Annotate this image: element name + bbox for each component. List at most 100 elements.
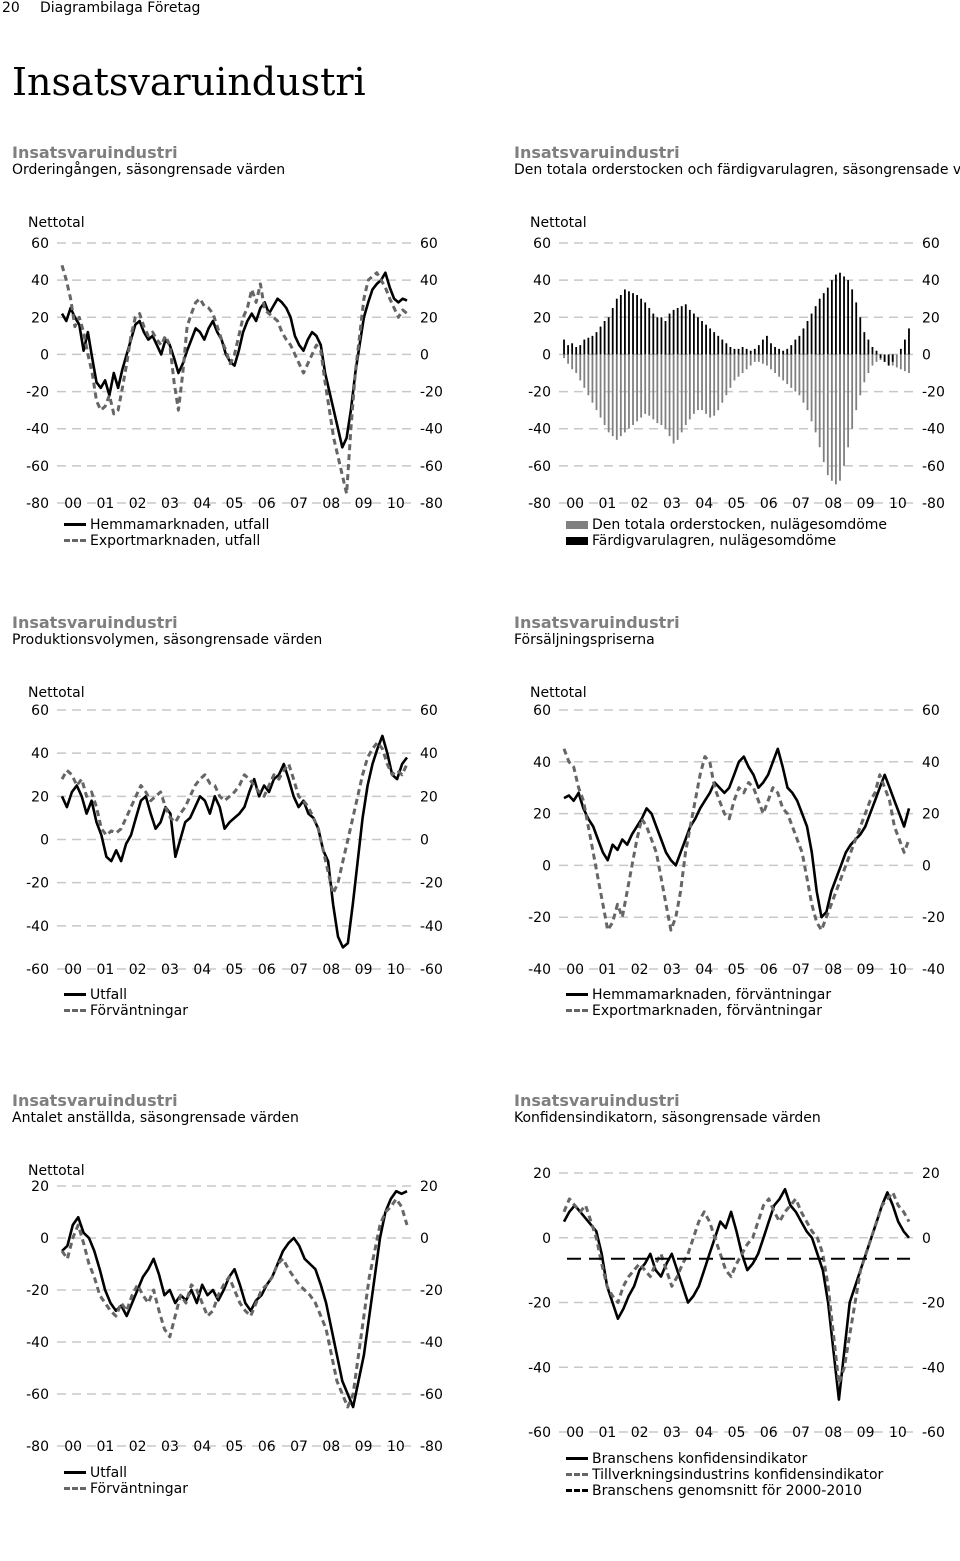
y-tick-label: -60 [420, 1387, 443, 1403]
chart-subtitle: Den totala orderstocken och färdigvarula… [514, 162, 960, 178]
chart-title: Insatsvaruindustri [514, 613, 680, 632]
chart-title: Insatsvaruindustri [12, 1091, 178, 1110]
y-tick-label: 20 [533, 807, 551, 823]
legend-item: Branschens konfidensindikator [566, 1451, 883, 1467]
series-line [60, 740, 409, 895]
x-tick-label: 08 [824, 496, 842, 512]
x-tick-label: 00 [566, 1425, 584, 1441]
x-tick-label: 05 [728, 1425, 746, 1441]
x-tick-label: 07 [792, 1425, 810, 1441]
x-tick-label: 00 [64, 496, 82, 512]
y-tick-label: 0 [922, 347, 931, 363]
chart-title: Insatsvaruindustri [12, 613, 178, 632]
x-tick-label: 09 [355, 1439, 373, 1455]
series-line [562, 1190, 911, 1385]
legend-swatch [566, 1472, 588, 1476]
y-tick-label: 0 [420, 1231, 429, 1247]
x-tick-label: 06 [760, 496, 778, 512]
y-tick-label: -60 [26, 962, 49, 978]
y-tick-label: 20 [922, 310, 940, 326]
y-tick-label: -40 [420, 919, 443, 935]
y-tick-label: -20 [420, 1283, 443, 1299]
y-axis-label: Nettotal [28, 215, 85, 231]
y-tick-label: -20 [26, 385, 49, 401]
chart-panel-orderingangen: Insatsvaruindustri Orderingången, säsong… [12, 143, 472, 613]
legend-item: Hemmamarknaden, utfall [64, 517, 269, 533]
series-line [60, 271, 408, 449]
legend-label: Branschens konfidensindikator [592, 1451, 808, 1467]
y-tick-label: 20 [533, 1166, 551, 1182]
y-axis-label: Nettotal [28, 685, 85, 701]
x-tick-label: 01 [598, 962, 616, 978]
y-tick-label: 20 [31, 1179, 49, 1195]
x-tick-label: 01 [598, 1425, 616, 1441]
x-tick-label: 06 [760, 962, 778, 978]
y-tick-label: -40 [26, 1335, 49, 1351]
legend-item: Utfall [64, 987, 188, 1003]
x-tick-label: 04 [193, 496, 211, 512]
x-tick-label: 00 [64, 1439, 82, 1455]
legend-label: Förväntningar [90, 1003, 188, 1019]
legend-swatch [566, 992, 588, 996]
y-tick-label: 40 [922, 755, 940, 771]
legend-swatch [566, 1456, 588, 1460]
y-tick-label: -40 [420, 1335, 443, 1351]
legend-label: Den totala orderstocken, nulägesomdöme [592, 517, 888, 533]
x-tick-label: 03 [161, 1439, 179, 1455]
y-tick-label: -60 [420, 962, 443, 978]
x-tick-label: 04 [695, 496, 713, 512]
x-tick-label: 08 [824, 1425, 842, 1441]
legend-label: Branschens genomsnitt för 2000-2010 [592, 1483, 862, 1499]
legend-swatch [566, 521, 588, 529]
x-tick-label: 05 [226, 1439, 244, 1455]
chart-panel-konfidensindikatorn: Insatsvaruindustri Konfidensindikatorn, … [514, 1091, 960, 1561]
chart-legend: Den totala orderstocken, nulägesomdöme Fä… [566, 517, 887, 549]
legend-item: Exportmarknaden, förväntningar [566, 1003, 831, 1019]
y-tick-label: -60 [420, 459, 443, 475]
y-tick-label: -80 [528, 496, 551, 512]
x-tick-label: 02 [129, 1439, 147, 1455]
y-tick-label: -80 [420, 496, 443, 512]
y-tick-label: 40 [31, 746, 49, 762]
legend-label: Exportmarknaden, förväntningar [592, 1003, 822, 1019]
y-tick-label: 0 [40, 833, 49, 849]
x-tick-label: 09 [857, 962, 875, 978]
x-tick-label: 01 [96, 962, 114, 978]
x-tick-label: 00 [64, 962, 82, 978]
y-tick-label: 0 [420, 833, 429, 849]
x-tick-label: 05 [728, 962, 746, 978]
y-tick-label: 20 [420, 310, 438, 326]
legend-label: Färdigvarulagren, nulägesomdöme [592, 533, 837, 549]
y-tick-label: 0 [542, 347, 551, 363]
x-tick-label: 09 [355, 496, 373, 512]
y-tick-label: -40 [26, 919, 49, 935]
y-tick-label: 40 [922, 273, 940, 289]
y-tick-label: 40 [533, 273, 551, 289]
y-tick-label: -40 [922, 962, 945, 978]
series-line [60, 1197, 409, 1409]
x-tick-label: 07 [290, 1439, 308, 1455]
x-tick-label: 06 [258, 496, 276, 512]
legend-label: Utfall [90, 987, 128, 1003]
legend-item: Förväntningar [64, 1481, 188, 1497]
legend-item: Exportmarknaden, utfall [64, 533, 269, 549]
chart-legend: Hemmamarknaden, förväntningar Exportmarkn… [566, 987, 831, 1019]
chart-title: Insatsvaruindustri [514, 143, 680, 162]
x-tick-label: 10 [387, 962, 405, 978]
x-tick-label: 03 [161, 496, 179, 512]
x-tick-label: 01 [96, 1439, 114, 1455]
y-tick-label: -20 [528, 385, 551, 401]
legend-swatch [64, 1008, 86, 1012]
x-tick-label: 07 [792, 962, 810, 978]
legend-swatch [64, 1470, 86, 1474]
y-tick-label: -60 [922, 459, 945, 475]
y-tick-label: 20 [533, 310, 551, 326]
y-tick-label: -80 [26, 496, 49, 512]
y-tick-label: -80 [922, 496, 945, 512]
y-tick-label: 20 [31, 310, 49, 326]
